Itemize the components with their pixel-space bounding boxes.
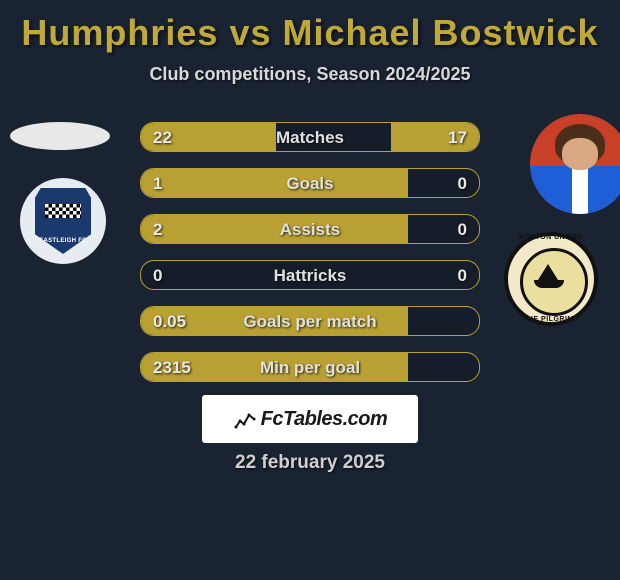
date-text: 22 february 2025 <box>0 452 620 474</box>
player-left-badge: EASTLEIGH FC <box>20 178 106 264</box>
stat-label: Goals <box>141 169 479 198</box>
chart-icon <box>233 407 257 431</box>
branding-text: FcTables.com <box>261 408 388 431</box>
player-right-avatar <box>530 114 620 214</box>
stat-row: 2315Min per goal <box>140 352 480 382</box>
page-title: Humphries vs Michael Bostwick <box>0 0 620 54</box>
stat-label: Hattricks <box>141 261 479 290</box>
player-left-avatar <box>10 122 110 150</box>
branding-box[interactable]: FcTables.com <box>202 395 418 443</box>
badge-right-text-top: BOSTON UNITED <box>508 234 594 241</box>
stat-row: 0.05Goals per match <box>140 306 480 336</box>
player-right-badge: BOSTON UNITED THE PILGRIMS <box>504 232 598 326</box>
stat-label: Matches <box>141 123 479 152</box>
stat-row: 20Assists <box>140 214 480 244</box>
subtitle: Club competitions, Season 2024/2025 <box>0 64 620 85</box>
stat-label: Min per goal <box>141 353 479 382</box>
stat-row: 00Hattricks <box>140 260 480 290</box>
stats-area: 2217Matches 10Goals 20Assists 00Hattricks 0.… <box>140 122 480 398</box>
stat-row: 2217Matches <box>140 122 480 152</box>
stat-label: Goals per match <box>141 307 479 336</box>
badge-left-text: EASTLEIGH FC <box>35 238 91 244</box>
stat-row: 10Goals <box>140 168 480 198</box>
stat-label: Assists <box>141 215 479 244</box>
badge-right-text-bottom: THE PILGRIMS <box>508 316 594 323</box>
